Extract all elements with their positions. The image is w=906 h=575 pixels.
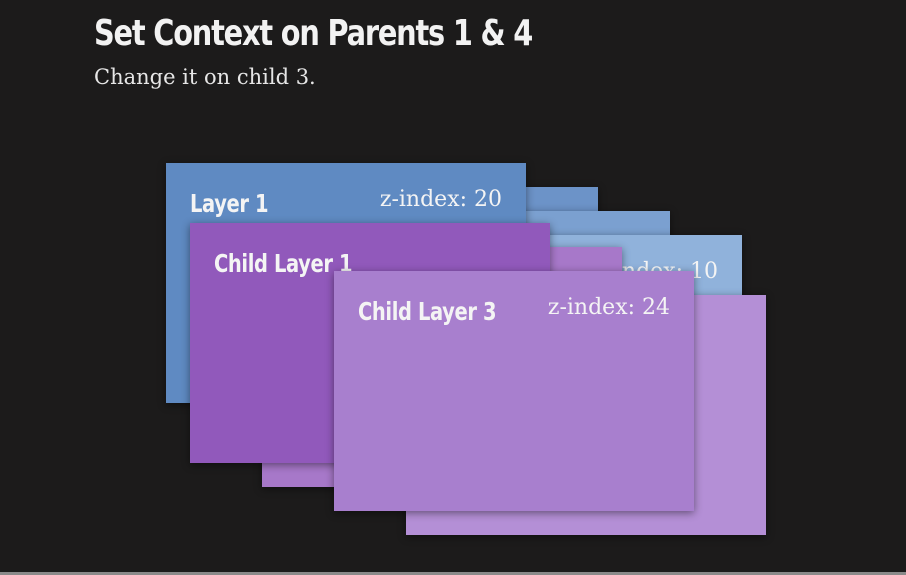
page-subtitle: Change it on child 3. <box>94 65 316 89</box>
layer-1-label: Layer 1 <box>190 189 269 218</box>
child-layer-3: Child Layer 3 z-index: 24 <box>334 271 694 511</box>
bottom-divider <box>0 572 906 575</box>
layer-1-z-index: z-index: 20 <box>379 187 502 212</box>
child-layer-3-z-index: z-index: 24 <box>547 295 670 320</box>
child-layer-3-label: Child Layer 3 <box>358 297 497 326</box>
page-title: Set Context on Parents 1 & 4 <box>94 13 533 54</box>
child-layer-1-label: Child Layer 1 <box>214 249 353 278</box>
